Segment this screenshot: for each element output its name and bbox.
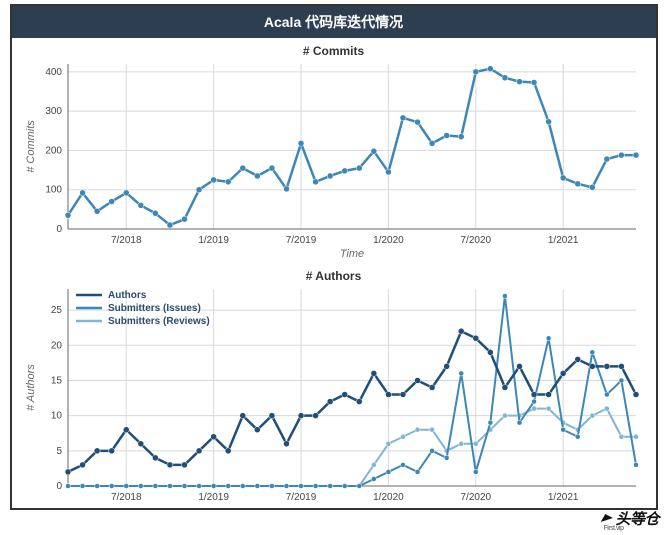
commits-chart-block: # Commits 0 100 200 300 400 7/2018 1/2019 7/201…: [12, 38, 656, 263]
svg-text:Authors: Authors: [108, 290, 147, 301]
watermark: 头等仓 First.vip: [603, 508, 659, 531]
svg-text:10: 10: [50, 411, 62, 422]
svg-text:200: 200: [45, 145, 62, 156]
svg-text:1/2019: 1/2019: [198, 235, 229, 246]
svg-text:25: 25: [50, 305, 62, 316]
svg-text:100: 100: [45, 185, 62, 196]
main-panel: Acala 代码库迭代情况 # Commits 01002003004007/2…: [10, 4, 658, 510]
svg-text:1/2020: 1/2020: [373, 492, 404, 503]
authors-chart: 0 5 10 15 20 25 7/2018 1/2019 7/2019 1/2020 7/2020…: [20, 283, 648, 508]
svg-text:Submitters (Issues): Submitters (Issues): [108, 303, 201, 314]
authors-chart-block: # Authors 0 5 10 15 20 25 7/2018 1/2019 7/2019 1/…: [12, 263, 656, 508]
svg-text:# Commits: # Commits: [25, 120, 37, 173]
svg-text:1/2019: 1/2019: [198, 492, 229, 503]
svg-text:0: 0: [56, 481, 62, 492]
svg-text:1/2021: 1/2021: [547, 235, 578, 246]
svg-text:300: 300: [45, 106, 62, 117]
svg-text:7/2019: 7/2019: [285, 235, 316, 246]
svg-text:1/2021: 1/2021: [547, 492, 578, 503]
svg-text:Submitters (Reviews): Submitters (Reviews): [108, 316, 210, 327]
svg-text:7/2018: 7/2018: [110, 235, 141, 246]
svg-text:5: 5: [56, 446, 62, 457]
svg-text:15: 15: [50, 375, 62, 386]
svg-text:400: 400: [45, 67, 62, 78]
panel-title: Acala 代码库迭代情况: [12, 6, 656, 38]
svg-text:Time: Time: [339, 248, 363, 260]
commits-title: # Commits: [20, 44, 648, 58]
svg-text:# Authors: # Authors: [25, 364, 37, 411]
svg-text:7/2020: 7/2020: [460, 235, 491, 246]
svg-text:1/2020: 1/2020: [373, 235, 404, 246]
authors-title: # Authors: [20, 269, 648, 283]
svg-text:20: 20: [50, 340, 62, 351]
watermark-icon: [601, 514, 616, 522]
commits-chart: 0 100 200 300 400 7/2018 1/2019 7/2019 1/2020 7/2…: [20, 58, 648, 263]
svg-text:7/2018: 7/2018: [110, 492, 141, 503]
svg-text:7/2019: 7/2019: [285, 492, 316, 503]
svg-text:0: 0: [56, 224, 62, 235]
svg-text:7/2020: 7/2020: [460, 492, 491, 503]
